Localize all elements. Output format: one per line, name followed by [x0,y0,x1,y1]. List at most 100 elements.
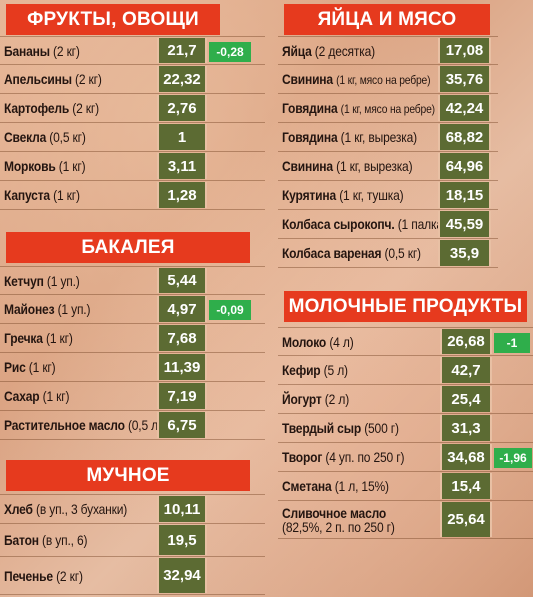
item-note: (1 кг) [53,187,80,203]
table-row: Свинина (1 кг, вырезка) 64,96 [278,152,498,181]
item-price: 25,4 [440,386,492,412]
price-change-badge: -0,09 [209,300,251,320]
table-row: Морковь (1 кг) 3,11 [0,152,265,181]
item-name: Майонез [4,301,55,317]
item-note: (0,5 кг) [49,129,86,145]
table-row: Хлеб (в уп., 3 буханки) 10,11 [0,494,265,524]
item-name: Сливочное масло [282,504,387,521]
item-note: (2 кг) [75,71,102,87]
item-note: (1 уп.) [46,272,80,289]
item-price: 42,24 [438,95,491,121]
item-note: (2 л) [324,391,350,407]
item-price: 10,11 [157,496,207,522]
item-name: Свинина [282,158,333,174]
item-price: 32,94 [157,558,207,593]
item-name: Творог [282,449,323,465]
item-note: (0,5 л) [127,417,162,433]
table-row: Яйца (2 десятка) 17,08 [278,36,498,65]
item-note: (500 г) [364,420,399,436]
section-title-dairy: МОЛОЧНЫЕ ПРОДУКТЫ [288,295,523,317]
item-price: 1,28 [157,182,207,208]
item-name: Растительное масло [4,417,125,433]
item-name: Кефир [282,362,321,378]
item-price: 3,11 [157,153,207,179]
table-row: Сахар (1 кг) 7,19 [0,382,265,411]
item-price: 26,68 [440,329,492,354]
item-name: Капуста [4,187,50,203]
item-name: Морковь [4,158,56,174]
table-row: Гречка (1 кг) 7,68 [0,324,265,353]
price-change-badge: -1,96 [494,448,532,468]
item-price: 68,82 [438,124,491,150]
section-header-flour: МУЧНОЕ [6,460,250,491]
item-price: 2,76 [157,95,207,121]
item-price: 31,3 [440,415,492,441]
section-header-dairy: МОЛОЧНЫЕ ПРОДУКТЫ [284,291,527,322]
item-price: 15,4 [440,473,492,499]
table-row: Рис (1 кг) 11,39 [0,353,265,382]
item-note: (5 л) [323,362,348,378]
item-price: 11,39 [157,354,207,380]
table-row: Печенье (2 кг) 32,94 [0,557,265,595]
item-price: 35,76 [438,66,491,92]
table-row: Картофель (2 кг) 2,76 [0,94,265,123]
item-note: (1 кг, вырезка) [336,158,413,174]
item-note: (1 л, 15%) [334,478,389,494]
item-note: (2 кг) [53,42,80,59]
table-row: Капуста (1 кг) 1,28 [0,181,265,210]
table-row: Растительное масло (0,5 л) 6,75 [0,411,265,440]
item-price: 21,7 [157,38,207,63]
table-row: Апельсины (2 кг) 22,32 [0,65,265,94]
table-row: Сметана (1 л, 15%) 15,4 [278,472,533,501]
section-header-grocery: БАКАЛЕЯ [6,232,250,263]
item-name: Йогурт [282,391,322,407]
item-note: (1 кг, мясо на ребре) [340,102,435,116]
item-name: Говядина [282,129,338,145]
item-name: Твердый сыр [282,420,362,436]
item-price: 1 [157,124,207,150]
table-row: Кетчуп (1 уп.) 5,44 [0,266,265,295]
item-price: 64,96 [438,153,491,179]
table-row: Творог (4 уп. по 250 г) 34,68 -1,96 [278,443,533,472]
item-name: Свинина [282,71,333,87]
item-name: Свекла [4,129,47,145]
section-header-meat: ЯЙЦА И МЯСО [284,4,490,35]
item-price: 42,7 [440,357,492,383]
item-note: (2 десятка) [314,42,375,59]
item-name: Курятина [282,187,337,203]
table-row: Говядина (1 кг, мясо на ребре) 42,24 [278,94,498,123]
item-price: 4,97 [157,296,207,322]
item-note: (1 кг, мясо на ребре) [336,73,431,87]
item-name: Колбаса вареная [282,245,382,261]
item-note: (2 кг) [56,567,83,584]
item-name: Печенье [4,567,53,584]
table-row: Майонез (1 уп.) 4,97 -0,09 [0,295,265,324]
item-note: (1 кг) [45,330,73,346]
item-price: 25,64 [440,502,492,537]
item-note: (1 кг) [28,359,56,375]
item-price: 22,32 [157,66,207,92]
item-note: (2 кг) [72,100,99,116]
table-row: Бананы (2 кг) 21,7 -0,28 [0,36,265,65]
item-price: 7,68 [157,325,207,351]
item-note: (1 кг, вырезка) [340,129,417,145]
item-note: (1 кг, тушка) [339,187,404,203]
item-price: 5,44 [157,268,207,293]
table-row: Свинина (1 кг, мясо на ребре) 35,76 [278,65,498,94]
item-name: Говядина [282,100,338,116]
item-price: 19,5 [157,525,207,555]
item-note: (0,5 кг) [384,245,422,261]
table-row: Колбаса вареная (0,5 кг) 35,9 [278,239,498,268]
table-row: Говядина (1 кг, вырезка) 68,82 [278,123,498,152]
table-row: Курятина (1 кг, тушка) 18,15 [278,181,498,210]
item-note: (4 л) [329,333,354,350]
item-note: (1 кг) [58,158,86,174]
price-change-badge: -1 [494,333,530,353]
item-price: 18,15 [438,182,491,208]
item-name: Гречка [4,330,43,346]
item-name: Апельсины [4,71,72,87]
item-name: Кетчуп [4,272,44,289]
item-name: Яйца [282,42,312,59]
item-note: (1 палка) [397,216,447,232]
item-price: 17,08 [438,38,491,63]
